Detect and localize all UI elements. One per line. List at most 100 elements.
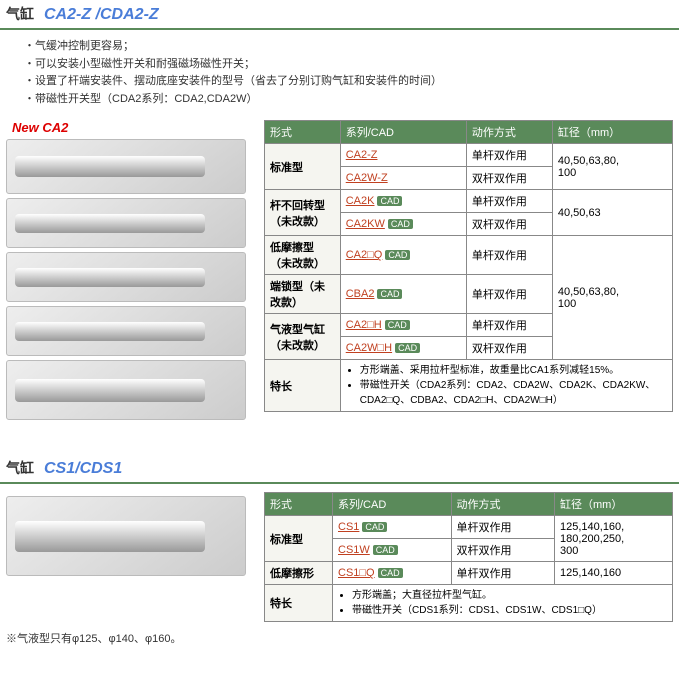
series-cell: CA2□HCAD — [340, 314, 466, 337]
spec-table-wrap: 形式系列/CAD动作方式缸径（mm）标准型CS1CAD单杆双作用125,140,… — [264, 492, 673, 622]
feature-bullet: 带磁性开关（CDS1系列：CDS1、CDS1W、CDS1□Q） — [352, 603, 667, 618]
feature-bullet: 带磁性开关（CDA2系列：CDA2、CDA2W、CDA2K、CDA2KW、CDA… — [360, 378, 667, 408]
action-cell: 双杆双作用 — [466, 167, 552, 190]
bore-cell: 125,140,160 — [555, 562, 673, 585]
table-row: 标准型CA2-Z单杆双作用40,50,63,80, 100 — [265, 144, 673, 167]
feature-row: 特长方形端盖、采用拉杆型标准，故重量比CA1系列减轻15%。带磁性开关（CDA2… — [265, 360, 673, 412]
bore-cell: 125,140,160, 180,200,250, 300 — [555, 516, 673, 562]
table-row: 低摩擦形CS1□QCAD单杆双作用125,140,160 — [265, 562, 673, 585]
series-cell: CS1WCAD — [333, 539, 452, 562]
new-label: New CA2 — [12, 120, 256, 135]
product-image — [6, 496, 246, 576]
series-link[interactable]: CA2KW — [346, 218, 385, 230]
series-link[interactable]: CA2□Q — [346, 249, 383, 261]
series-cell: CA2W-Z — [340, 167, 466, 190]
table-header: 系列/CAD — [340, 121, 466, 144]
product-image — [6, 360, 246, 420]
series-link[interactable]: CS1□Q — [338, 567, 375, 579]
table-row: 杆不回转型（未改款）CA2KCAD单杆双作用40,50,63 — [265, 190, 673, 213]
feature-item: ・设置了杆端安装件、摆动底座安装件的型号（省去了分别订购气缸和安装件的时间） — [24, 73, 663, 91]
series-link[interactable]: CS1 — [338, 521, 359, 533]
table-header: 动作方式 — [451, 493, 554, 516]
series-link[interactable]: CBA2 — [346, 288, 375, 300]
cad-badge: CAD — [377, 196, 402, 206]
type-cell: 气液型气缸（未改款） — [265, 314, 341, 360]
cad-badge: CAD — [362, 522, 387, 532]
action-cell: 单杆双作用 — [451, 562, 554, 585]
spec-table: 形式系列/CAD动作方式缸径（mm）标准型CS1CAD单杆双作用125,140,… — [264, 492, 673, 622]
spec-table-wrap: 形式系列/CAD动作方式缸径（mm）标准型CA2-Z单杆双作用40,50,63,… — [264, 120, 673, 424]
feature-row: 特长方形端盖；大直径拉杆型气缸。带磁性开关（CDS1系列：CDS1、CDS1W、… — [265, 585, 673, 622]
type-cell: 标准型 — [265, 516, 333, 562]
feature-bullet: 方形端盖、采用拉杆型标准，故重量比CA1系列减轻15%。 — [360, 363, 667, 378]
series-link[interactable]: CS1W — [338, 544, 370, 556]
product-images — [6, 492, 256, 622]
product-image — [6, 306, 246, 356]
bore-cell: 40,50,63,80, 100 — [552, 236, 672, 360]
table-header: 缸径（mm） — [555, 493, 673, 516]
action-cell: 单杆双作用 — [466, 190, 552, 213]
series-cell: CA2KWCAD — [340, 213, 466, 236]
action-cell: 双杆双作用 — [466, 213, 552, 236]
spacer — [0, 424, 679, 454]
content-row: New CA2形式系列/CAD动作方式缸径（mm）标准型CA2-Z单杆双作用40… — [0, 120, 679, 424]
type-cell: 低摩擦形 — [265, 562, 333, 585]
type-cell: 低摩擦型（未改款） — [265, 236, 341, 275]
cad-badge: CAD — [385, 250, 410, 260]
bore-cell: 40,50,63,80, 100 — [552, 144, 672, 190]
spacer — [0, 654, 679, 684]
action-cell: 单杆双作用 — [466, 314, 552, 337]
type-cell: 标准型 — [265, 144, 341, 190]
table-header: 系列/CAD — [333, 493, 452, 516]
feature-bullet: 方形端盖；大直径拉杆型气缸。 — [352, 588, 667, 603]
series-link[interactable]: CA2W□H — [346, 342, 392, 354]
content-row: 形式系列/CAD动作方式缸径（mm）标准型CS1CAD单杆双作用125,140,… — [0, 492, 679, 622]
cad-badge: CAD — [373, 545, 398, 555]
footnote: ※气液型只有φ125、φ140、φ160。 — [6, 630, 673, 646]
category-label: 气缸 — [6, 6, 34, 22]
series-link[interactable]: CA2-Z — [346, 149, 378, 161]
cad-badge: CAD — [395, 343, 420, 353]
action-cell: 单杆双作用 — [466, 144, 552, 167]
table-header: 动作方式 — [466, 121, 552, 144]
table-row: 低摩擦型（未改款）CA2□QCAD单杆双作用40,50,63,80, 100 — [265, 236, 673, 275]
series-link[interactable]: CA2W-Z — [346, 172, 388, 184]
cad-badge: CAD — [385, 320, 410, 330]
series-cell: CA2□QCAD — [340, 236, 466, 275]
table-header: 形式 — [265, 121, 341, 144]
cad-badge: CAD — [378, 568, 403, 578]
series-cell: CA2KCAD — [340, 190, 466, 213]
feature-label-cell: 特长 — [265, 585, 333, 622]
table-header: 缸径（mm） — [552, 121, 672, 144]
action-cell: 双杆双作用 — [451, 539, 554, 562]
series-cell: CS1CAD — [333, 516, 452, 539]
series-cell: CS1□QCAD — [333, 562, 452, 585]
model-label: CS1/CDS1 — [44, 460, 122, 477]
feature-list: ・气缓冲控制更容易；・可以安装小型磁性开关和耐强磁场磁性开关；・设置了杆端安装件… — [24, 38, 663, 108]
series-link[interactable]: CA2K — [346, 195, 375, 207]
action-cell: 双杆双作用 — [466, 337, 552, 360]
feature-content-cell: 方形端盖、采用拉杆型标准，故重量比CA1系列减轻15%。带磁性开关（CDA2系列… — [340, 360, 672, 412]
product-images: New CA2 — [6, 120, 256, 424]
feature-item: ・气缓冲控制更容易； — [24, 38, 663, 56]
table-row: 标准型CS1CAD单杆双作用125,140,160, 180,200,250, … — [265, 516, 673, 539]
product-image — [6, 252, 246, 302]
type-cell: 端锁型（未改款） — [265, 275, 341, 314]
feature-item: ・可以安装小型磁性开关和耐强磁场磁性开关； — [24, 56, 663, 74]
feature-content-cell: 方形端盖；大直径拉杆型气缸。带磁性开关（CDS1系列：CDS1、CDS1W、CD… — [333, 585, 673, 622]
action-cell: 单杆双作用 — [466, 275, 552, 314]
series-cell: CA2-Z — [340, 144, 466, 167]
series-link[interactable]: CA2□H — [346, 319, 382, 331]
feature-item: ・带磁性开关型（CDA2系列：CDA2,CDA2W） — [24, 91, 663, 109]
feature-label-cell: 特长 — [265, 360, 341, 412]
spec-table: 形式系列/CAD动作方式缸径（mm）标准型CA2-Z单杆双作用40,50,63,… — [264, 120, 673, 412]
action-cell: 单杆双作用 — [451, 516, 554, 539]
series-cell: CBA2CAD — [340, 275, 466, 314]
product-image — [6, 139, 246, 194]
series-cell: CA2W□HCAD — [340, 337, 466, 360]
cad-badge: CAD — [377, 289, 402, 299]
bore-cell: 40,50,63 — [552, 190, 672, 236]
category-label: 气缸 — [6, 460, 34, 476]
section-title: 气缸 CS1/CDS1 — [0, 454, 679, 484]
table-header: 形式 — [265, 493, 333, 516]
